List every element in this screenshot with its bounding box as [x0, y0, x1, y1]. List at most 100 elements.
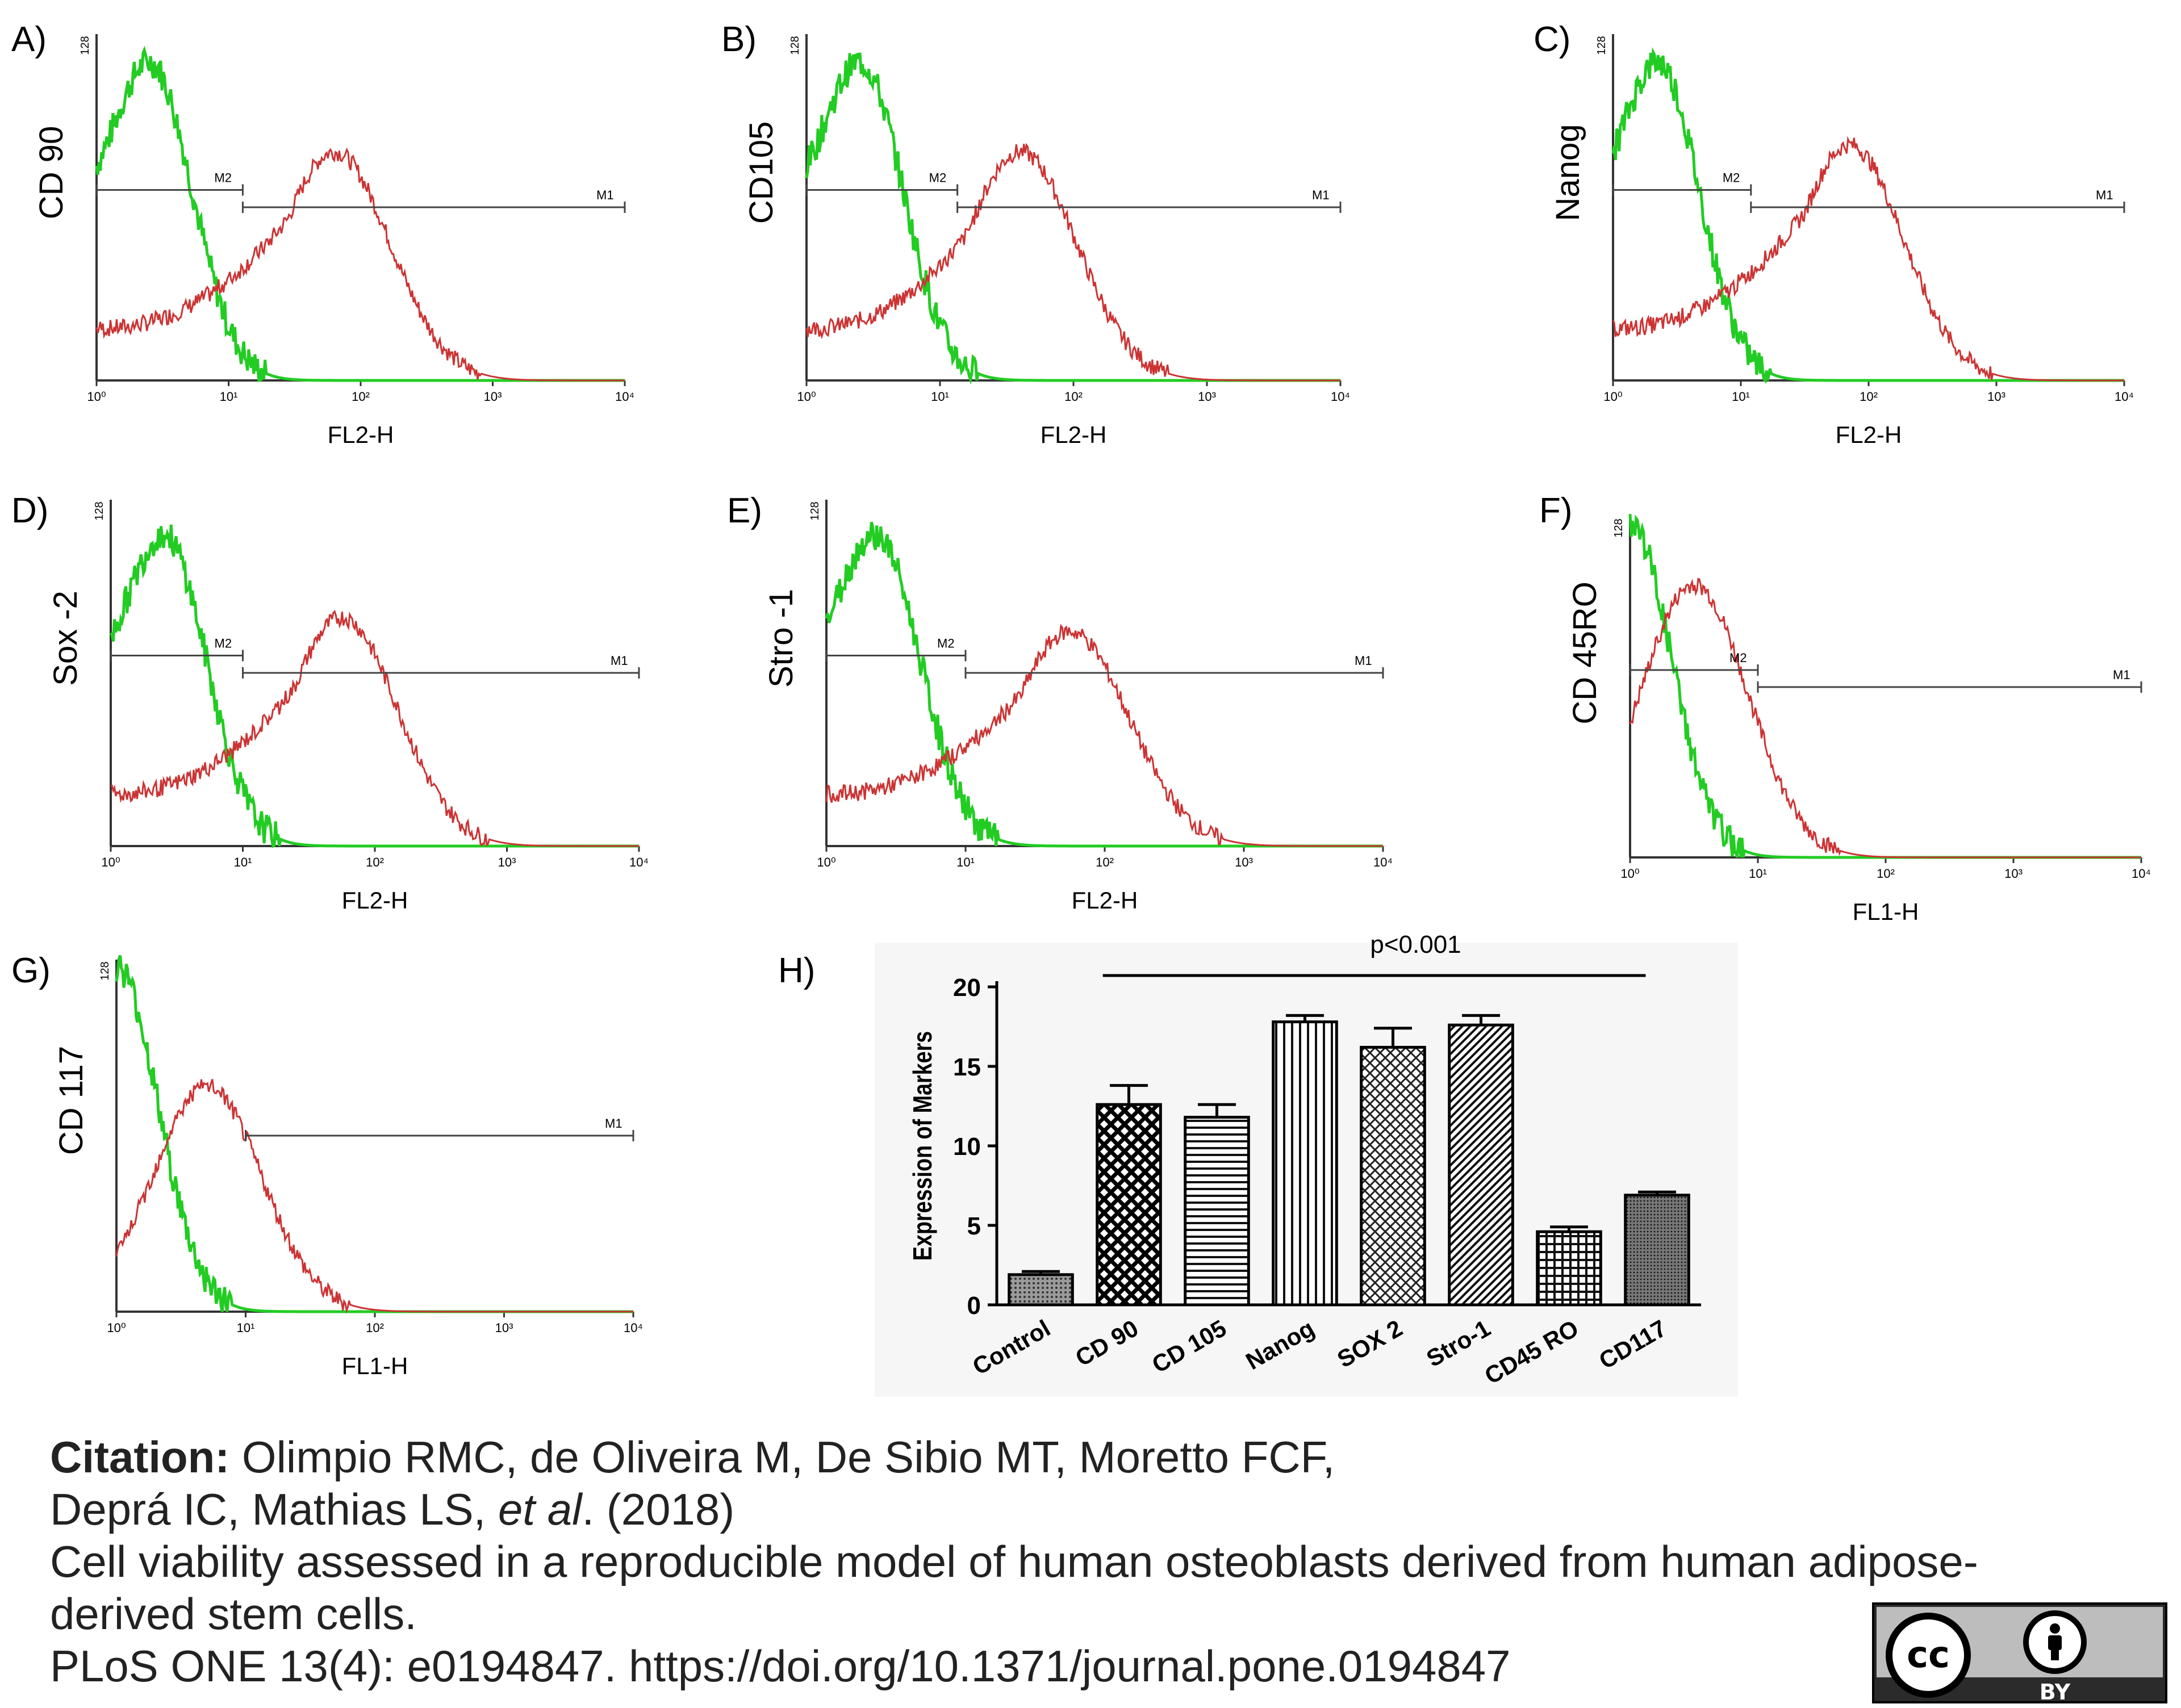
- y-axis-label: Nanog: [1549, 124, 1586, 221]
- bar-cd-105: [1184, 1116, 1250, 1307]
- y-max-tick-label: 128: [809, 501, 821, 520]
- y-max-tick-label: 128: [93, 501, 106, 520]
- bar-y-tick-label: 20: [953, 974, 981, 1002]
- x-tick-label: 10⁴: [624, 1321, 643, 1335]
- panel-label: D): [11, 491, 48, 530]
- panel-label: F): [1539, 491, 1573, 530]
- bar-control: [1008, 1273, 1074, 1307]
- x-tick-label: 10³: [495, 1321, 513, 1335]
- x-tick-label: 10⁰: [101, 855, 120, 869]
- y-max-tick-label: 128: [99, 961, 111, 980]
- bar-sox-2: [1360, 1045, 1426, 1307]
- x-tick-label: 10⁰: [107, 1321, 126, 1335]
- isotype-histogram-green: [805, 52, 1340, 385]
- panel-label: B): [721, 20, 757, 59]
- x-tick-label: 10¹: [956, 855, 975, 869]
- x-tick-label: 10³: [1235, 855, 1253, 869]
- y-axis-label: Stro -1: [763, 589, 800, 688]
- x-tick-label: 10⁴: [615, 390, 634, 404]
- bar-cd-90: [1096, 1103, 1162, 1307]
- gate-label-m2: M2: [1723, 171, 1740, 185]
- x-axis-label: FL2-H: [328, 421, 394, 448]
- x-tick-label: 10⁰: [797, 390, 816, 404]
- bar-y-tick-label: 15: [953, 1053, 981, 1081]
- significance-label: p<0.001: [1370, 931, 1461, 958]
- y-axis-label: Sox -2: [47, 591, 84, 686]
- citation-authors-1: Olimpio RMC, de Oliveira M, De Sibio MT,…: [229, 1432, 1335, 1482]
- isotype-histogram-green: [825, 521, 1383, 848]
- x-tick-label: 10⁴: [629, 855, 649, 869]
- histogram-panel-a: A) CD 90 FL2-H 128 10⁰ 10¹ 10² 10³ 10⁴ M2 M1: [11, 20, 634, 448]
- bar-cd45-ro: [1536, 1230, 1602, 1307]
- y-max-tick-label: 128: [1595, 36, 1608, 55]
- citation-year: . (2018): [582, 1484, 735, 1534]
- x-tick-label: 10²: [1096, 855, 1114, 869]
- gate-label-m2: M2: [937, 637, 955, 651]
- y-axis-label: CD105: [743, 122, 780, 224]
- panel-label: E): [727, 491, 762, 530]
- x-axis-label: FL2-H: [1041, 421, 1107, 448]
- x-tick-label: 10¹: [234, 855, 252, 869]
- bar-cd117: [1624, 1194, 1690, 1307]
- by-label: BY: [2039, 1680, 2071, 1705]
- y-axis-label: CD 45RO: [1566, 581, 1603, 724]
- marker-histogram-red: [115, 1079, 633, 1314]
- isotype-histogram-green: [1628, 514, 2141, 859]
- citation-et-al: et al: [498, 1484, 582, 1534]
- x-tick-label: 10³: [498, 855, 516, 869]
- citation-title-1: Cell viability assessed in a reproducibl…: [50, 1537, 1978, 1586]
- x-tick-label: 10⁴: [1331, 390, 1350, 404]
- panel-label: H): [778, 951, 815, 990]
- citation-label: Citation:: [50, 1432, 230, 1482]
- figure: A) CD 90 FL2-H 128 10⁰ 10¹ 10² 10³ 10⁴ M2 M1 B) CD10…: [11, 20, 2151, 1389]
- marker-histogram-red: [1612, 136, 2124, 382]
- x-tick-label: 10¹: [237, 1321, 255, 1335]
- gate-label-m1: M1: [605, 1116, 622, 1131]
- panel-label: A): [11, 20, 47, 59]
- x-tick-label: 10¹: [220, 390, 238, 404]
- citation: Citation: Olimpio RMC, de Oliveira M, De…: [50, 1431, 2151, 1692]
- attribution-person-icon: [2023, 1610, 2087, 1674]
- marker-histogram-red: [110, 609, 639, 847]
- y-axis-label: CD 117: [53, 1046, 90, 1155]
- gate-label-m2: M2: [214, 171, 232, 185]
- histogram-panel-f: F) CD 45RO FL1-H 128 10⁰ 10¹ 10² 10³ 10⁴ M2 M1: [1539, 491, 2151, 925]
- bar-y-tick-label: 10: [953, 1133, 981, 1161]
- x-tick-label: 10⁰: [817, 855, 835, 869]
- isotype-histogram-green: [1611, 47, 2124, 384]
- y-max-tick-label: 128: [79, 36, 91, 55]
- x-tick-label: 10²: [1860, 390, 1878, 404]
- gate-label-m1: M1: [1355, 654, 1372, 668]
- panel-label: G): [11, 951, 51, 990]
- gate-label-m2: M2: [929, 171, 947, 185]
- gate-label-m1: M1: [2113, 668, 2130, 682]
- bar-nanog: [1272, 1020, 1338, 1307]
- x-tick-label: 10¹: [1732, 390, 1750, 404]
- x-axis-label: FL1-H: [1853, 898, 1919, 925]
- bar-y-tick-label: 5: [967, 1212, 981, 1240]
- x-tick-label: 10²: [1877, 866, 1895, 881]
- marker-histogram-red: [1629, 577, 2141, 859]
- x-tick-label: 10¹: [1749, 866, 1767, 881]
- x-tick-label: 10³: [1987, 390, 2005, 404]
- x-tick-label: 10²: [352, 390, 370, 404]
- cc-by-license-badge: cc BY: [1872, 1602, 2167, 1705]
- isotype-histogram-green: [109, 524, 639, 848]
- x-tick-label: 10³: [1198, 390, 1216, 404]
- x-tick-label: 10³: [2004, 866, 2023, 881]
- histogram-panel-c: C) Nanog FL2-H 128 10⁰ 10¹ 10² 10³ 10⁴ M2 M1: [1534, 20, 2134, 448]
- x-tick-label: 10¹: [931, 390, 949, 404]
- x-axis-label: FL2-H: [342, 887, 408, 914]
- y-max-tick-label: 128: [789, 36, 801, 55]
- panel-label: C): [1534, 20, 1570, 59]
- x-tick-label: 10⁰: [87, 390, 106, 404]
- x-tick-label: 10⁰: [1603, 390, 1622, 404]
- gate-label-m1: M1: [596, 188, 614, 202]
- x-tick-label: 10²: [1064, 390, 1083, 404]
- gate-label-m1: M1: [2096, 188, 2113, 202]
- gate-label-m1: M1: [1312, 188, 1330, 202]
- citation-journal: PLoS ONE 13(4): e0194847. https://doi.or…: [50, 1641, 1511, 1691]
- histogram-panel-d: D) Sox -2 FL2-H 128 10⁰ 10¹ 10² 10³ 10⁴ M2 M1: [11, 491, 649, 914]
- x-tick-label: 10⁴: [2132, 866, 2151, 881]
- gate-label-m2: M2: [215, 637, 232, 651]
